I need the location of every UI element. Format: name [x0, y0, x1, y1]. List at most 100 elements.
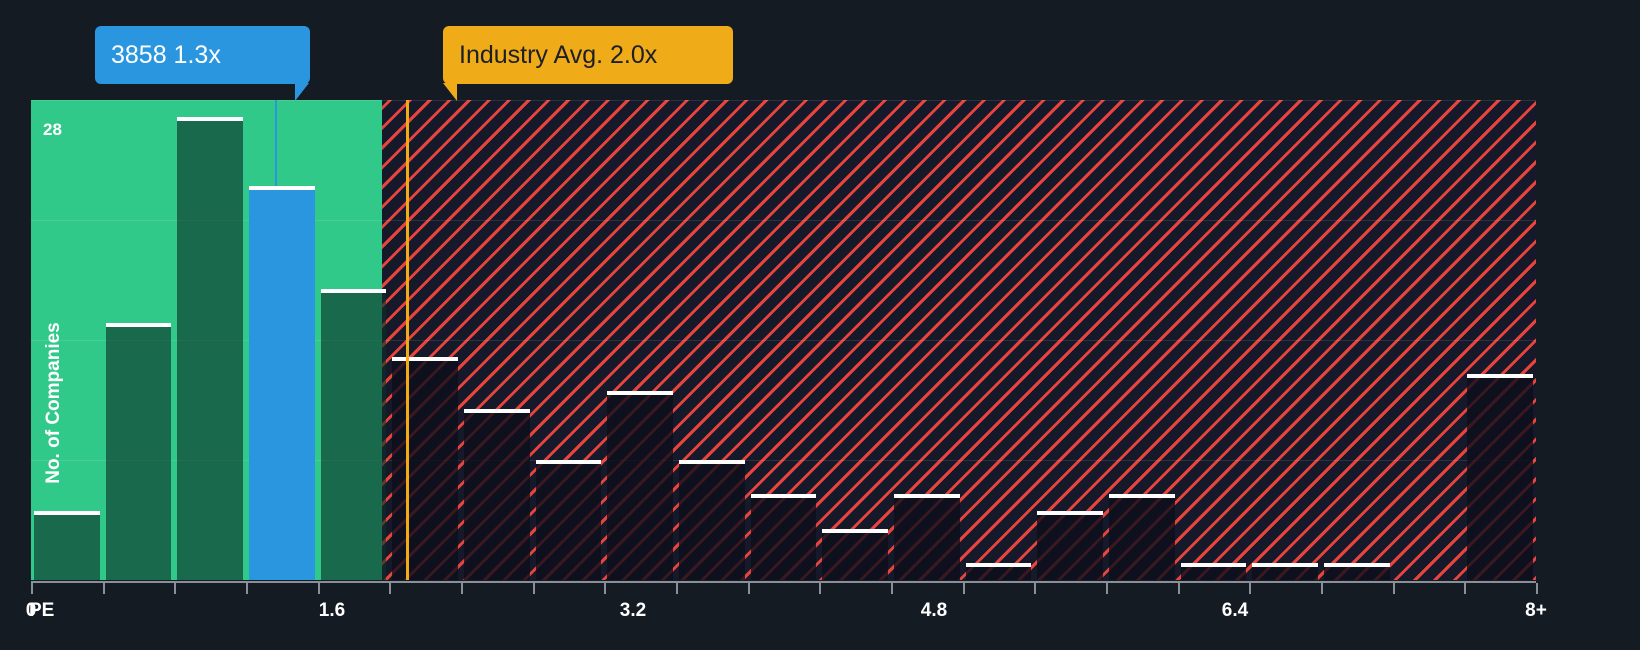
x-axis-tick [1392, 583, 1395, 594]
x-axis-label: 4.8 [920, 600, 948, 621]
bar[interactable] [750, 494, 817, 580]
x-axis-line [31, 581, 1536, 583]
bar-cap [822, 528, 888, 533]
x-axis-tick [1106, 583, 1108, 594]
bar-body [1037, 515, 1103, 580]
bar[interactable] [320, 288, 387, 580]
bar-body [34, 515, 100, 580]
bar[interactable] [822, 528, 888, 580]
x-axis-tick [819, 583, 822, 594]
bar[interactable] [105, 322, 172, 580]
bar-cap [392, 357, 458, 362]
bar[interactable] [464, 408, 530, 580]
bar-body [464, 412, 530, 580]
bar-cap [1037, 511, 1103, 516]
bar-cap [965, 562, 1032, 567]
bar-cap [750, 494, 817, 499]
bar[interactable] [1252, 562, 1318, 580]
bar-cap [34, 511, 100, 516]
bar-cap [320, 288, 387, 293]
industry-average-callout-label: Industry Avg. 2.0x [459, 40, 658, 69]
bar-body [965, 566, 1032, 580]
bar[interactable] [1037, 511, 1103, 580]
bar-cap [894, 494, 960, 499]
y-axis-title: No. of Companies [43, 322, 64, 484]
company-callout-tail [295, 83, 309, 101]
x-axis-tick [532, 583, 535, 594]
bar[interactable] [679, 460, 745, 580]
bar[interactable] [34, 511, 100, 580]
bar-body [894, 498, 960, 580]
bar-body [1324, 566, 1390, 580]
bar[interactable] [177, 117, 243, 580]
x-axis-tick [1034, 583, 1037, 594]
x-axis-prefix-label: PE [29, 600, 55, 621]
plot-area [31, 100, 1536, 580]
bar[interactable] [1467, 374, 1533, 580]
bar-cap [1467, 374, 1533, 379]
x-axis-tick [461, 583, 463, 594]
x-axis-tick [1464, 583, 1467, 594]
x-axis-label: 0 [25, 600, 37, 621]
bar-body [1467, 378, 1533, 580]
bar-body [105, 326, 172, 580]
bar-body [1109, 498, 1175, 580]
bar-cap [105, 322, 172, 327]
bar-cap [1109, 494, 1175, 499]
industry-average-callout-tail [443, 83, 457, 101]
bar-body [177, 121, 243, 580]
bar[interactable] [1180, 562, 1247, 580]
bar[interactable] [965, 562, 1032, 580]
x-axis-tick [1177, 583, 1180, 594]
x-axis-label: 3.2 [619, 600, 647, 621]
x-axis-tick [31, 583, 33, 594]
bar-body [1252, 566, 1318, 580]
bar-body [607, 395, 673, 580]
industry-average-callout[interactable]: Industry Avg. 2.0x [443, 26, 733, 84]
x-axis-tick [676, 583, 678, 594]
x-axis-tick [891, 583, 893, 594]
bar-cap [464, 408, 530, 413]
x-axis-tick [246, 583, 248, 594]
x-axis-label: 1.6 [318, 600, 346, 621]
company-callout[interactable]: 3858 1.3x [95, 26, 310, 84]
bar[interactable] [392, 357, 458, 580]
x-axis-label: 6.4 [1221, 600, 1249, 621]
bar-cap [249, 185, 315, 190]
company-marker-line [274, 100, 277, 186]
bar-body [249, 189, 315, 580]
industry-average-line [406, 100, 410, 580]
x-axis-tick [389, 583, 392, 594]
bar-cap [679, 460, 745, 464]
bar[interactable] [1324, 562, 1390, 580]
bar-cap [1252, 562, 1318, 567]
bar[interactable] [535, 460, 602, 580]
bar-body [320, 292, 387, 580]
x-axis-tick [747, 583, 750, 594]
x-axis-tick [174, 583, 177, 594]
x-axis-label: 8+ [1525, 600, 1547, 621]
bar-body [392, 361, 458, 580]
bar[interactable] [894, 494, 960, 580]
bar-body [1180, 566, 1247, 580]
x-axis-tick [1321, 583, 1323, 594]
bar[interactable] [249, 185, 315, 580]
zone-overvalued [382, 100, 1536, 580]
bar-body [535, 464, 602, 580]
company-callout-label: 3858 1.3x [111, 40, 221, 69]
bar-body [822, 532, 888, 580]
x-axis-tick [604, 583, 607, 594]
bar[interactable] [1109, 494, 1175, 580]
x-axis-tick [1536, 583, 1538, 594]
bar-body [750, 498, 817, 580]
x-axis-tick [962, 583, 965, 594]
bar-cap [1180, 562, 1247, 567]
bar-cap [1324, 562, 1390, 567]
x-axis-tick [102, 583, 105, 594]
bar-body [679, 464, 745, 580]
x-axis-tick [1249, 583, 1252, 594]
bar-cap [607, 391, 673, 396]
bar[interactable] [607, 391, 673, 580]
bar-cap [177, 117, 243, 122]
